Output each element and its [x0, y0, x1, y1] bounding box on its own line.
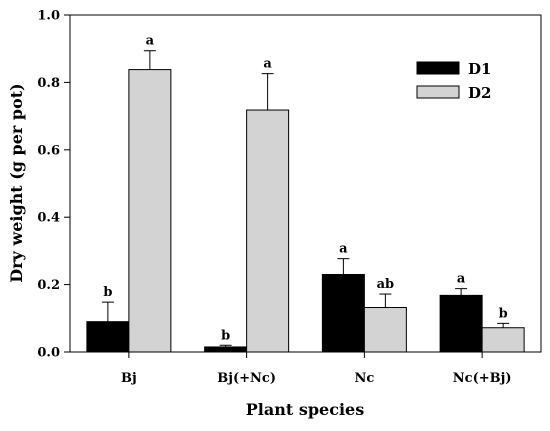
y-tick-label: 0.4 [37, 211, 60, 226]
significance-label: b [499, 306, 508, 321]
significance-label: b [103, 285, 112, 300]
plot-area: 0.00.20.40.60.81.0BjbaBj(+Nc)baNcaabNc(+… [37, 9, 542, 386]
legend-swatch-d1 [416, 61, 460, 75]
y-tick-label: 0.2 [37, 278, 60, 293]
significance-label: b [221, 328, 230, 343]
bar-d1-3 [439, 294, 483, 353]
legend-swatch-d2 [416, 85, 460, 99]
bar-d2-0 [128, 69, 172, 353]
significance-label: a [263, 57, 272, 72]
bar-d2-2 [363, 307, 407, 353]
bar-d2-3 [481, 327, 525, 353]
plot-frame [69, 14, 542, 353]
y-tick-label: 1.0 [37, 9, 60, 24]
x-tick-label: Nc [354, 371, 374, 386]
x-tick-label: Bj(+Nc) [217, 371, 276, 386]
significance-label: a [146, 34, 155, 49]
x-tick-label: Bj [121, 371, 137, 386]
y-tick-label: 0.6 [37, 143, 60, 158]
y-axis-title: Dry weight (g per pot) [7, 83, 26, 283]
significance-label: a [457, 272, 466, 287]
significance-label: ab [377, 277, 395, 292]
significance-label: a [339, 242, 348, 257]
legend-label-d2: D2 [468, 84, 491, 102]
y-tick-label: 0.0 [37, 346, 60, 361]
legend: D1 D2 [416, 60, 491, 102]
bar-d1-0 [86, 321, 130, 353]
x-tick-label: Nc(+Bj) [453, 371, 512, 386]
x-axis-title: Plant species [246, 400, 364, 419]
bar-d2-1 [246, 109, 290, 353]
y-tick-label: 0.8 [37, 76, 60, 91]
legend-label-d1: D1 [468, 60, 491, 78]
bar-d1-2 [321, 273, 365, 353]
bar-d1-1 [204, 346, 248, 353]
